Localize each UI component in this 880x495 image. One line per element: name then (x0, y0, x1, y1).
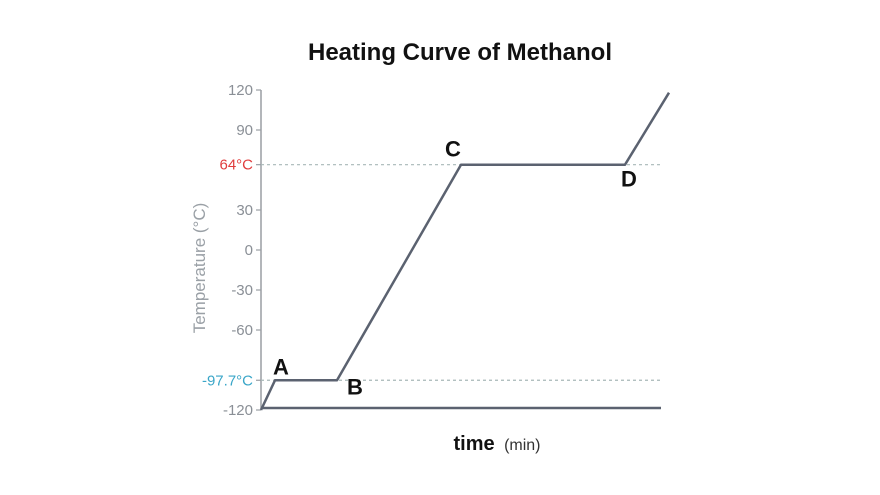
chart-title: Heating Curve of Methanol (308, 39, 612, 66)
point-label-d: D (621, 167, 637, 192)
y-axis: 120 90 30 0 -30 -60 -120 (223, 82, 262, 419)
y-tick-label: 120 (228, 82, 253, 99)
y-axis-label: Temperature (°C) (190, 203, 209, 334)
heating-curve-line (259, 92, 671, 411)
y-tick-label: 90 (236, 122, 253, 139)
y-tick-label: -60 (231, 322, 253, 339)
x-axis-label: time (min) (453, 433, 540, 455)
y-tick-label: 0 (245, 242, 253, 259)
point-label-a: A (273, 354, 289, 379)
point-label-c: C (445, 137, 461, 162)
x-axis-label-unit: (min) (504, 437, 540, 454)
reference-label: 64°C (219, 157, 253, 174)
y-tick-label: -30 (231, 282, 253, 299)
point-label-b: B (347, 374, 363, 399)
x-axis-label-main: time (453, 433, 494, 455)
y-tick-label: 30 (236, 202, 253, 219)
reference-label: -97.7°C (202, 372, 253, 389)
y-tick-label: -120 (223, 402, 253, 419)
